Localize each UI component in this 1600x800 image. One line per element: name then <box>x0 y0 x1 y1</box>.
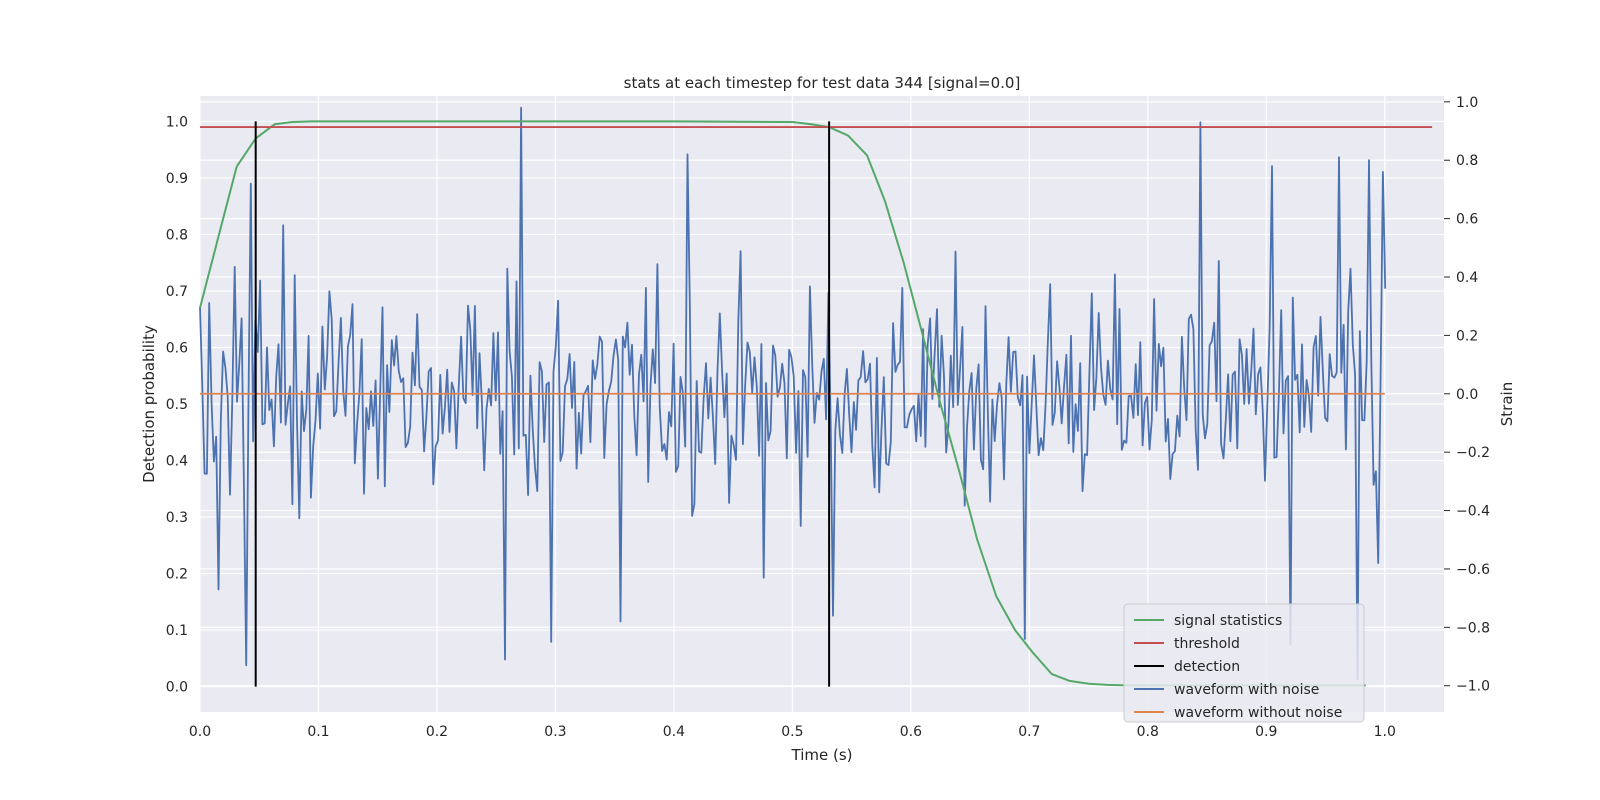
y-tick-label: 0.8 <box>166 227 188 243</box>
y-tick-label: 0.6 <box>166 340 188 356</box>
y2-tick-label: −1.0 <box>1456 679 1490 695</box>
series-waveform-with-noise <box>199 106 1387 681</box>
x-tick-label: 0.7 <box>1018 724 1040 740</box>
x-tick-label: 0.3 <box>544 724 566 740</box>
y-tick-label: 0.1 <box>166 623 188 639</box>
y2-tick-label: 1.0 <box>1456 95 1478 111</box>
y-tick-label: 0.0 <box>166 680 188 696</box>
y2-tick-label: 0.6 <box>1456 212 1478 228</box>
y2-tick-label: 0.4 <box>1456 270 1478 286</box>
y-tick-label: 0.3 <box>166 510 188 526</box>
x-tick-label: 0.8 <box>1137 724 1159 740</box>
x-axis-label: Time (s) <box>791 746 853 764</box>
x-tick-label: 0.0 <box>189 724 211 740</box>
legend-entry: waveform with noise <box>1174 682 1319 698</box>
legend-entry: waveform without noise <box>1174 705 1342 721</box>
y-tick-label: 0.9 <box>166 171 188 187</box>
legend: signal statistics threshold detection wavef… <box>1123 603 1365 723</box>
y2-tick-label: −0.4 <box>1456 504 1490 520</box>
y-tick-label: 0.4 <box>166 454 188 470</box>
x-tick-label: 0.5 <box>781 724 803 740</box>
x-tick-label: 1.0 <box>1374 724 1396 740</box>
x-tick-label: 0.1 <box>307 724 329 740</box>
y2-axis-label: Strain <box>1498 382 1516 426</box>
y-tick-label: 0.7 <box>166 284 188 300</box>
ticks: 0.0 0.1 0.2 0.3 0.4 0.5 0.6 0.7 0.8 0.9 1.0 0.0 0.1 0… <box>166 95 1490 740</box>
legend-entry: threshold <box>1174 636 1240 652</box>
y-tick-label: 0.5 <box>166 397 188 413</box>
legend-box <box>1123 603 1365 723</box>
y2-tick-label: 0.2 <box>1456 328 1478 344</box>
x-tick-label: 0.9 <box>1255 724 1277 740</box>
y-axis-label: Detection probability <box>140 325 158 483</box>
legend-entry: detection <box>1174 659 1240 675</box>
x-tick-label: 0.2 <box>426 724 448 740</box>
y2-tick-label: −0.6 <box>1456 562 1490 578</box>
legend-entry: signal statistics <box>1174 613 1282 629</box>
x-tick-label: 0.4 <box>663 724 685 740</box>
chart-title: stats at each timestep for test data 344… <box>624 74 1021 92</box>
y2-tick-label: −0.2 <box>1456 445 1490 461</box>
y2-tick-label: 0.8 <box>1456 153 1478 169</box>
y-tick-label: 1.0 <box>166 114 188 130</box>
x-tick-label: 0.6 <box>900 724 922 740</box>
y2-tick-label: 0.0 <box>1456 387 1478 403</box>
data-layer <box>199 106 1433 687</box>
series-signal-statistics <box>199 120 1366 687</box>
y2-tick-label: −0.8 <box>1456 620 1490 636</box>
y-tick-label: 0.2 <box>166 567 188 583</box>
